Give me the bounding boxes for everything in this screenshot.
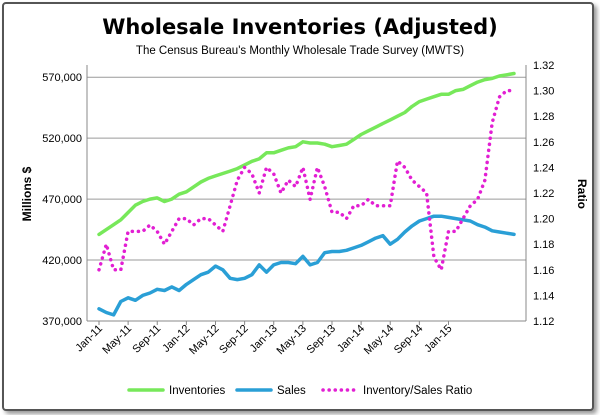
chart-frame: Wholesale Inventories (Adjusted) The Cen… [2, 2, 594, 411]
y2-tick-label: 1.32 [533, 60, 554, 72]
x-tick-label: Jan-15 [422, 323, 454, 355]
y2-tick-label: 1.26 [533, 137, 554, 149]
y2-tick-label: 1.30 [533, 86, 554, 98]
y2-tick-label: 1.16 [533, 265, 554, 277]
y-axis-label: Millions $ [20, 166, 34, 221]
y2-tick-label: 1.28 [533, 111, 554, 123]
chart: Wholesale Inventories (Adjusted) The Cen… [20, 15, 589, 397]
y-tick-label: 570,000 [42, 72, 82, 84]
y-tick-label: 420,000 [42, 255, 82, 267]
legend-label: Inventory/Sales Ratio [363, 385, 472, 397]
y2-tick-label: 1.24 [533, 162, 554, 174]
chart-subtitle: The Census Bureau's Monthly Wholesale Tr… [136, 45, 464, 57]
series-line-sales [97, 214, 516, 317]
y2-tick-label: 1.18 [533, 239, 554, 251]
legend-label: Inventories [169, 385, 226, 397]
plot-area: 370,000 420,000 470,000 520,000 570,000 1.12 1… [42, 60, 554, 357]
y2-tick-label: 1.12 [533, 316, 554, 328]
series-line-inventory-sales-ratio [97, 88, 516, 272]
x-tick-label: Sep-12 [217, 323, 251, 357]
x-tick-label: May-14 [362, 323, 396, 357]
x-tick-label: Sep-11 [130, 323, 163, 356]
legend: Inventories Sales Inventory/Sales Ratio [127, 385, 472, 397]
y2-tick-label: 1.14 [533, 290, 554, 302]
chart-title: Wholesale Inventories (Adjusted) [102, 15, 498, 39]
y-tick-label: 520,000 [42, 133, 82, 145]
series-line-inventories [97, 71, 516, 237]
x-tick-label: May-13 [275, 323, 309, 357]
legend-label: Sales [277, 385, 306, 397]
y-tick-label: 470,000 [42, 194, 82, 206]
y2-tick-label: 1.20 [533, 214, 554, 226]
y2-tick-label: 1.22 [533, 188, 554, 200]
y2-axis-label: Ratio [575, 179, 589, 209]
x-tick-label: May-11 [100, 323, 134, 357]
x-tick-label: May-12 [187, 323, 221, 357]
x-tick-label: Sep-14 [392, 323, 426, 357]
y-tick-label: 370,000 [42, 316, 82, 328]
x-tick-label: Sep-13 [305, 323, 339, 357]
